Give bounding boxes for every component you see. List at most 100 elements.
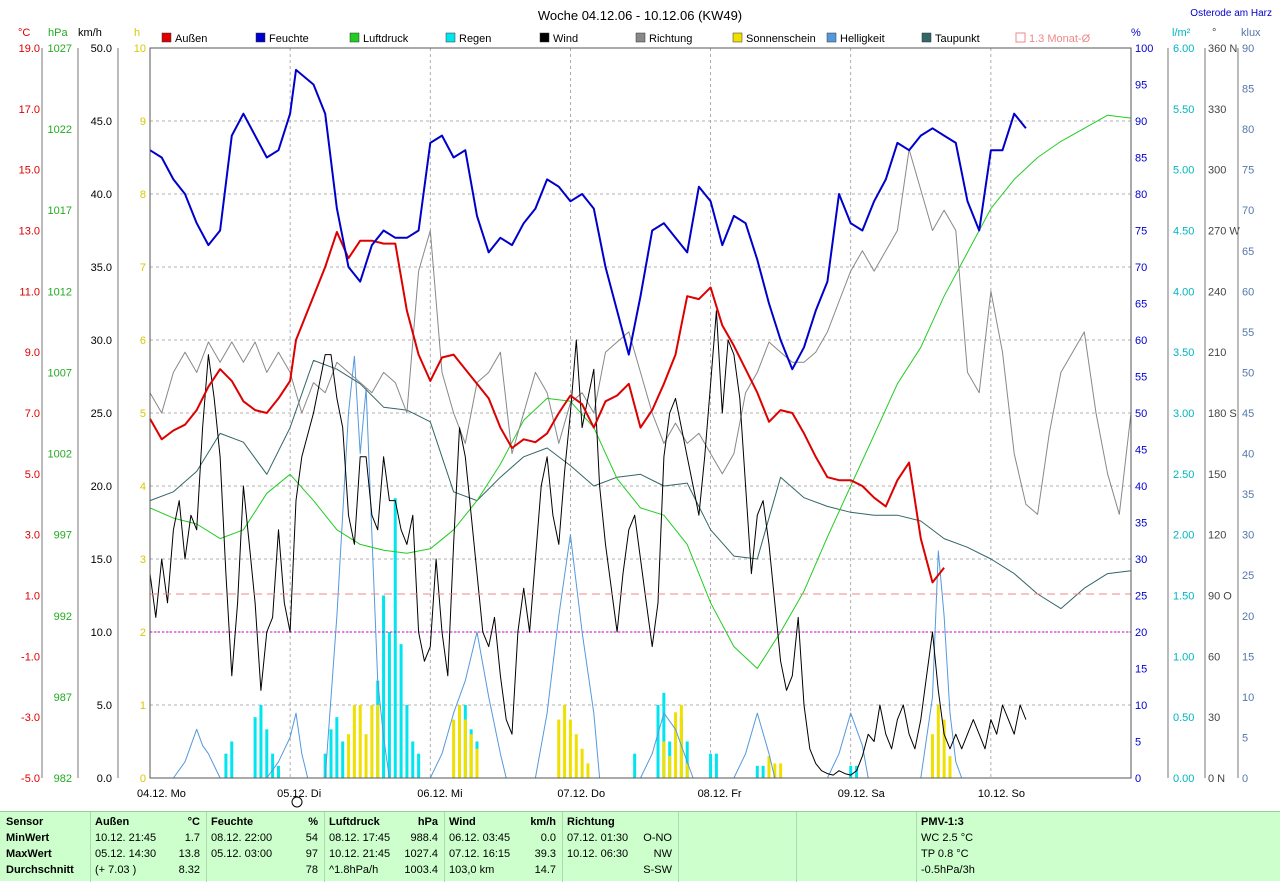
bar-sonnenschein bbox=[475, 748, 479, 778]
axis-tick-label-h: 7 bbox=[140, 262, 146, 274]
axis-tick-label-wm2: 3.50 bbox=[1173, 347, 1194, 359]
bar-regen bbox=[662, 692, 666, 778]
summary-col-feuchte: Feuchte % 08.12. 22:00 54 05.12. 03:00 9… bbox=[206, 812, 324, 882]
summary-label-avg: Durchschnitt bbox=[6, 864, 74, 876]
summary-col-aussen: Außen °C 10.12. 21:45 1.7 05.12. 14:30 1… bbox=[90, 812, 206, 882]
summary-wind-avg-val: 14.7 bbox=[534, 864, 556, 876]
legend: Außen Feuchte Luftdruck Regen Wind Richtung So… bbox=[161, 32, 1091, 45]
unit-label-wm2: l/m² bbox=[1172, 27, 1191, 39]
axis-tick-label-pct: 75 bbox=[1135, 226, 1147, 238]
summary-luftdruck-min-val: 988.4 bbox=[410, 832, 438, 844]
axis-tick-label-hpa: 987 bbox=[54, 692, 72, 704]
summary-aussen-min-time: 10.12. 21:45 bbox=[95, 832, 157, 844]
axis-tick-label-deg: 210 bbox=[1208, 347, 1226, 359]
axis-tick-label-h: 5 bbox=[140, 408, 146, 420]
summary-luftdruck-avg-val: 1003.4 bbox=[404, 864, 438, 876]
summary-aussen-unit: °C bbox=[187, 816, 200, 828]
axis-tick-label-pct: 20 bbox=[1135, 627, 1147, 639]
axis-tick-label-pct: 50 bbox=[1135, 408, 1147, 420]
summary-aussen-avg-val: 8.32 bbox=[178, 864, 200, 876]
bar-sonnenschein bbox=[586, 763, 590, 778]
bar-sonnenschein bbox=[574, 734, 578, 778]
axis-tick-label-wm2: 4.00 bbox=[1173, 286, 1194, 298]
axis-tick-label-deg: 30 bbox=[1208, 712, 1220, 724]
legend-label: Sonnenschein bbox=[746, 33, 816, 45]
bar-regen bbox=[685, 741, 689, 778]
summary-pmv-line2: TP 0.8 °C bbox=[921, 848, 969, 860]
bar-sonnenschein bbox=[469, 734, 473, 778]
summary-col-empty-1 bbox=[678, 812, 796, 882]
axis-tick-label-kmh: 0.0 bbox=[97, 773, 112, 785]
bar-regen bbox=[259, 705, 263, 778]
location-label: Osterode am Harz bbox=[1190, 8, 1272, 19]
unit-label-pct: % bbox=[1131, 27, 1141, 39]
legend-label: Taupunkt bbox=[935, 33, 980, 45]
axis-tick-label-pct: 95 bbox=[1135, 80, 1147, 92]
summary-aussen-min-val: 1.7 bbox=[184, 832, 200, 844]
axis-tick-label-klux: 30 bbox=[1242, 530, 1254, 542]
unit-label-hpa: hPa bbox=[48, 27, 68, 39]
legend-label: Wind bbox=[553, 33, 578, 45]
series-line-luftdruck bbox=[149, 114, 1132, 669]
legend-swatch bbox=[826, 32, 837, 43]
bar-sonnenschein bbox=[679, 705, 683, 778]
axis-tick-label-hpa: 992 bbox=[54, 611, 72, 623]
axis-tick-label-pct: 70 bbox=[1135, 262, 1147, 274]
summary-pmv-line1: WC 2.5 °C bbox=[921, 832, 974, 844]
summary-wind-min-val: 0.0 bbox=[540, 832, 556, 844]
legend-label: Feuchte bbox=[269, 33, 309, 45]
x-axis-labels: 04.12. Mo 05.12. Di 06.12. Mi 07.12. Do 08.1… bbox=[137, 788, 1025, 800]
bar-sonnenschein bbox=[563, 705, 567, 778]
bar-sonnenschein bbox=[358, 705, 362, 778]
legend-swatch bbox=[732, 32, 743, 43]
bar-sonnenschein bbox=[580, 748, 584, 778]
bar-sonnenschein bbox=[370, 705, 374, 778]
summary-feuchte-header: Feuchte bbox=[211, 816, 254, 828]
legend-label: Außen bbox=[175, 33, 207, 45]
axis-tick-label-wm2: 1.00 bbox=[1173, 651, 1194, 663]
axis-tick-label-temp: 15.0 bbox=[19, 165, 40, 177]
bar-sonnenschein bbox=[557, 719, 561, 778]
x-axis-label: 06.12. Mi bbox=[417, 788, 462, 800]
axis-tick-label-hpa: 1012 bbox=[48, 286, 72, 298]
series-line-richtung bbox=[149, 148, 1132, 515]
x-axis-label: 08.12. Fr bbox=[698, 788, 742, 800]
axis-tick-label-pct: 30 bbox=[1135, 554, 1147, 566]
axis-tick-label-temp: 19.0 bbox=[19, 43, 40, 55]
bar-sonnenschein bbox=[376, 705, 380, 778]
bar-sonnenschein bbox=[463, 719, 467, 778]
bar-series bbox=[150, 498, 1131, 778]
bar-regen bbox=[405, 705, 409, 778]
axis-tick-label-klux: 15 bbox=[1242, 651, 1254, 663]
summary-table: Sensor MinWert MaxWert Durchschnitt Auße… bbox=[0, 811, 1280, 882]
axis-tick-label-kmh: 5.0 bbox=[97, 700, 112, 712]
summary-col-luftdruck: Luftdruck hPa 08.12. 17:45 988.4 10.12. … bbox=[324, 812, 444, 882]
legend-label: Helligkeit bbox=[840, 33, 885, 45]
bar-sonnenschein bbox=[452, 719, 456, 778]
axis-tick-label-temp: 17.0 bbox=[19, 104, 40, 116]
bar-regen bbox=[271, 753, 275, 778]
axis-tick-label-klux: 20 bbox=[1242, 611, 1254, 623]
axis-tick-label-klux: 55 bbox=[1242, 327, 1254, 339]
bar-regen bbox=[399, 644, 403, 778]
bar-sonnenschein bbox=[942, 719, 946, 778]
axis-tick-label-h: 1 bbox=[140, 700, 146, 712]
series-line-au-en bbox=[149, 231, 945, 584]
axis-tick-label-klux: 85 bbox=[1242, 84, 1254, 96]
axis-tick-label-pct: 40 bbox=[1135, 481, 1147, 493]
legend-swatch bbox=[539, 32, 550, 43]
axis-tick-label-h: 8 bbox=[140, 189, 146, 201]
chart-title: Woche 04.12.06 - 10.12.06 (KW49) bbox=[538, 8, 742, 23]
line-series bbox=[149, 68, 1132, 779]
summary-wind-min-time: 06.12. 03:45 bbox=[449, 832, 511, 844]
axis-tick-label-klux: 0 bbox=[1242, 773, 1248, 785]
summary-aussen-header: Außen bbox=[95, 816, 130, 828]
axis-tick-label-deg: 270 W bbox=[1208, 226, 1240, 238]
axis-tick-label-h: 6 bbox=[140, 335, 146, 347]
bar-regen bbox=[323, 753, 327, 778]
axis-tick-label-temp: 1.0 bbox=[25, 591, 40, 603]
summary-feuchte-avg-val: 78 bbox=[305, 864, 318, 876]
axis-tick-label-klux: 50 bbox=[1242, 367, 1254, 379]
axis-tick-label-pct: 35 bbox=[1135, 518, 1147, 530]
series-line-feuchte bbox=[149, 68, 1027, 371]
